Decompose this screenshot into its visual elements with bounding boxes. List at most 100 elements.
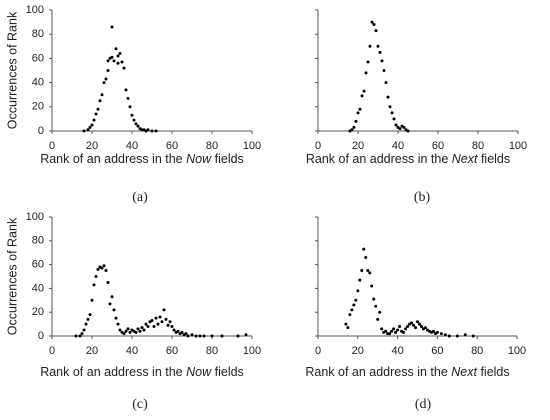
y-tick-label: 20 <box>32 306 44 318</box>
y-tick-label: 0 <box>38 125 44 137</box>
point <box>114 47 118 51</box>
point <box>156 322 160 326</box>
point <box>382 69 386 72</box>
x-tick-label: 100 <box>243 345 261 357</box>
point <box>392 327 396 331</box>
point <box>384 81 388 85</box>
point <box>154 129 158 133</box>
point <box>360 269 364 273</box>
point <box>194 334 198 338</box>
point <box>419 324 423 328</box>
x-tick-label: 80 <box>206 345 218 357</box>
x-axis-label-part: fields <box>477 152 510 166</box>
point <box>126 96 130 100</box>
point <box>390 329 394 333</box>
point <box>100 266 104 270</box>
point <box>404 327 408 331</box>
point <box>368 271 372 275</box>
point <box>366 269 370 273</box>
x-axis-label-part: Now <box>186 365 212 379</box>
panel-label: (b) <box>414 190 431 205</box>
point <box>152 324 156 328</box>
point <box>96 267 100 271</box>
point <box>90 123 94 127</box>
point <box>84 322 88 326</box>
point <box>406 324 410 328</box>
point <box>128 330 132 334</box>
panel-label: (d) <box>415 397 432 412</box>
point <box>190 333 194 337</box>
point <box>80 332 84 336</box>
point <box>455 334 459 338</box>
point <box>160 320 164 324</box>
point <box>150 319 154 323</box>
x-tick-label: 20 <box>352 140 364 152</box>
point <box>356 111 360 115</box>
y-tick-label: 100 <box>26 4 44 16</box>
point <box>128 105 132 109</box>
point <box>134 122 138 126</box>
point <box>354 298 358 302</box>
point <box>102 264 106 268</box>
point <box>122 332 126 336</box>
point <box>417 322 421 326</box>
point <box>350 128 354 132</box>
point <box>120 60 124 64</box>
point <box>380 59 384 63</box>
point <box>92 118 96 122</box>
point <box>439 332 443 336</box>
point <box>344 322 348 326</box>
point <box>138 329 142 333</box>
y-axis-label: Occurrences of Rank <box>5 11 19 129</box>
point <box>463 333 467 337</box>
point <box>176 329 180 333</box>
y-tick-label: 80 <box>32 235 44 247</box>
point <box>406 129 410 133</box>
panel-label: (a) <box>132 190 148 205</box>
x-tick-label: 0 <box>49 345 55 357</box>
point <box>74 334 78 338</box>
point <box>443 333 447 337</box>
point <box>471 334 475 338</box>
point <box>164 317 168 321</box>
x-tick-label: 40 <box>391 345 403 357</box>
point <box>414 326 418 330</box>
y-tick-label: 60 <box>32 52 44 64</box>
point <box>360 94 364 98</box>
point <box>122 66 126 70</box>
point <box>412 323 416 327</box>
x-axis-label-part: fields <box>211 365 244 379</box>
point <box>398 324 402 328</box>
x-tick-label: 20 <box>86 345 98 357</box>
point <box>94 275 98 278</box>
point <box>356 289 360 293</box>
point <box>236 334 240 338</box>
point <box>124 329 128 333</box>
x-tick-label: 40 <box>126 345 138 357</box>
point <box>142 328 146 332</box>
point <box>358 278 362 282</box>
point <box>394 123 398 127</box>
point <box>184 332 188 336</box>
x-tick-label: 80 <box>471 345 483 357</box>
point <box>110 55 114 59</box>
point <box>378 310 382 314</box>
point <box>96 107 100 111</box>
point <box>378 50 382 54</box>
point <box>244 333 248 337</box>
point <box>186 334 190 338</box>
point <box>364 255 368 259</box>
point <box>162 308 166 312</box>
point <box>388 332 392 336</box>
x-axis-label-part: Now <box>186 152 212 166</box>
x-tick-label: 80 <box>206 140 218 152</box>
x-axis-label-part: Rank of an address in the <box>306 152 452 166</box>
x-axis-label-part: fields <box>211 152 244 166</box>
point <box>431 329 435 333</box>
point <box>380 327 384 331</box>
point <box>202 334 206 338</box>
point <box>435 330 439 334</box>
point <box>410 321 414 325</box>
point <box>416 320 419 324</box>
